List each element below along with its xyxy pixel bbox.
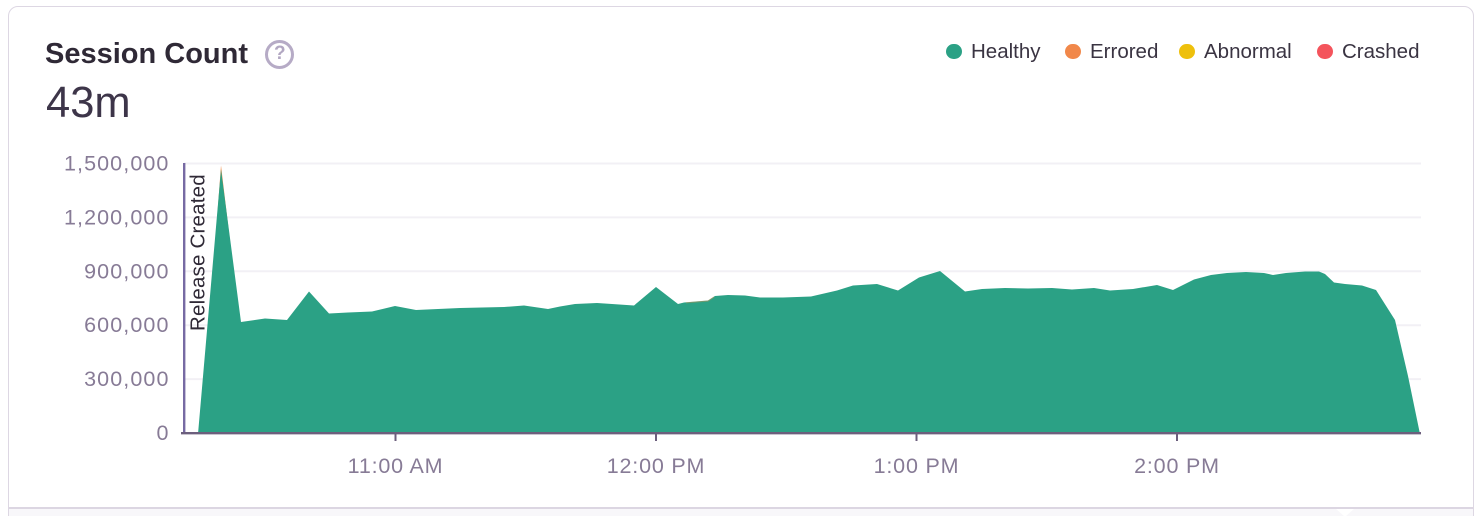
svg-text:0: 0	[156, 421, 169, 445]
svg-text:11:00 AM: 11:00 AM	[348, 454, 444, 478]
svg-text:1:00 PM: 1:00 PM	[874, 454, 960, 478]
svg-text:600,000: 600,000	[84, 313, 169, 337]
svg-text:1,500,000: 1,500,000	[64, 152, 170, 176]
svg-text:12:00 PM: 12:00 PM	[607, 454, 705, 478]
svg-text:300,000: 300,000	[84, 367, 169, 391]
svg-text:1,200,000: 1,200,000	[64, 205, 170, 229]
svg-text:Release Created: Release Created	[187, 174, 210, 331]
svg-text:2:00 PM: 2:00 PM	[1134, 454, 1220, 478]
svg-text:900,000: 900,000	[84, 259, 169, 283]
